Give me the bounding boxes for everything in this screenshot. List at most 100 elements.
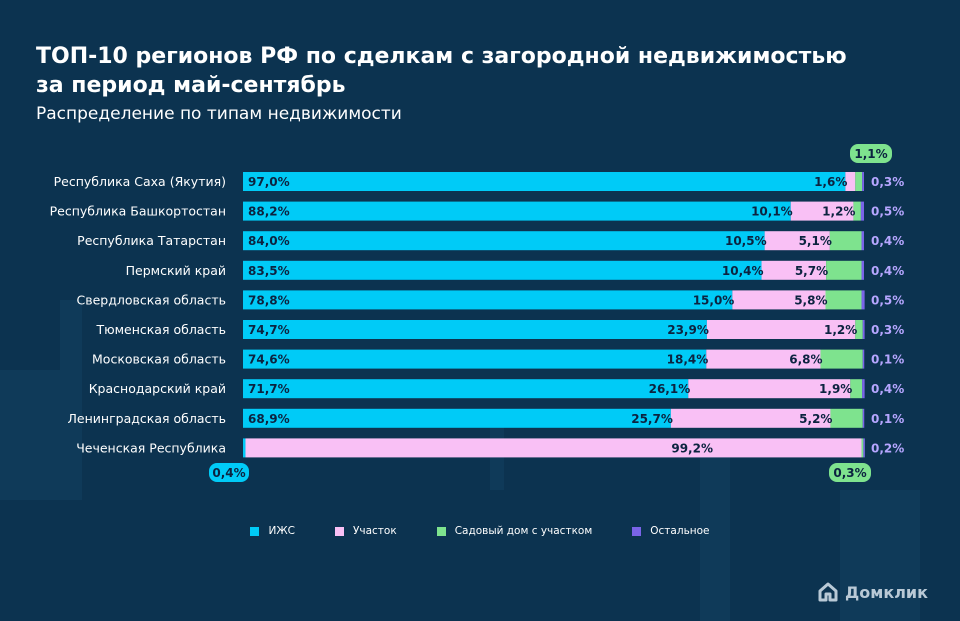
bar-segment <box>861 290 865 310</box>
bar-segment <box>855 320 863 339</box>
category-label: Чеченская Республика <box>76 440 226 455</box>
data-label: 5,7% <box>795 264 828 278</box>
chart-title: ТОП-10 регионов РФ по сделкам с загородн… <box>36 42 936 100</box>
bar-segment <box>243 320 707 339</box>
bar-segment <box>830 408 863 428</box>
bar-segment <box>243 260 762 280</box>
brand-logo: Домклик <box>817 581 928 603</box>
background-decoration <box>840 490 920 621</box>
data-label: 0,3% <box>871 323 904 337</box>
brand-name: Домклик <box>845 582 928 602</box>
bar-segment <box>243 408 671 428</box>
data-label: 0,5% <box>871 205 904 219</box>
legend-item: ИЖС <box>250 525 295 537</box>
legend-label: Участок <box>352 525 397 537</box>
data-label: 0,1% <box>871 353 904 367</box>
data-label: 0,3% <box>833 466 866 480</box>
legend-swatch <box>632 526 642 536</box>
category-label: Московская область <box>92 352 226 367</box>
bar-segment <box>850 379 863 399</box>
legend-label: ИЖС <box>268 525 295 537</box>
data-label-pill <box>209 463 249 482</box>
data-label: 25,7% <box>631 412 673 426</box>
data-label: 99,2% <box>671 441 713 455</box>
data-label: 10,4% <box>722 264 764 278</box>
bar-segment <box>243 231 765 251</box>
bar-segment <box>761 260 827 280</box>
bar-segment <box>764 231 830 251</box>
bar-segment <box>243 438 246 458</box>
data-label: 0,4% <box>212 466 245 480</box>
data-label: 23,9% <box>667 323 709 337</box>
bar-segment <box>860 201 864 221</box>
data-label: 1,1% <box>854 147 887 161</box>
category-label: Республика Татарстан <box>77 233 226 248</box>
background-decoration <box>0 370 60 500</box>
bar-segment <box>732 290 826 310</box>
bar-segment <box>243 349 707 369</box>
data-label: 0,3% <box>871 175 904 189</box>
data-label: 71,7% <box>248 382 290 396</box>
title-line-1: ТОП-10 регионов РФ по сделкам с загородн… <box>36 44 847 69</box>
legend-label: Остальное <box>650 525 710 537</box>
data-label: 84,0% <box>248 234 290 248</box>
bar-segment <box>706 349 821 369</box>
data-label: 5,2% <box>799 412 832 426</box>
data-label-pill <box>850 144 892 163</box>
bar-segment <box>861 438 864 458</box>
data-label: 10,1% <box>751 205 793 219</box>
data-label: 74,6% <box>248 353 290 367</box>
bar-segment <box>243 172 846 191</box>
data-label: 0,4% <box>871 264 904 278</box>
bar-segment <box>245 438 862 458</box>
bar-segment <box>853 201 861 221</box>
bar-segment <box>826 260 862 280</box>
legend-label: Садовый дом с участком <box>454 525 593 537</box>
category-label: Ленинградская область <box>68 411 226 426</box>
legend-swatch <box>436 526 446 536</box>
bar-segment <box>845 172 856 191</box>
data-label: 0,4% <box>871 382 904 396</box>
legend-swatch <box>250 526 260 536</box>
bar-segment <box>706 320 856 339</box>
data-label: 26,1% <box>649 382 691 396</box>
bar-segment <box>688 379 851 399</box>
category-label: Свердловская область <box>77 292 226 307</box>
data-label: 6,8% <box>789 353 822 367</box>
data-label-pill <box>829 463 871 482</box>
data-label: 1,9% <box>819 382 852 396</box>
data-label: 0,2% <box>871 441 904 455</box>
bar-segment <box>863 438 865 458</box>
data-label: 1,2% <box>824 323 857 337</box>
bar-segment <box>829 231 862 251</box>
bar-segment <box>243 290 733 310</box>
data-label: 15,0% <box>693 293 735 307</box>
legend-item: Садовый дом с участком <box>436 525 593 537</box>
category-label: Пермский край <box>126 263 226 278</box>
legend-swatch <box>334 526 344 536</box>
bar-segment <box>862 172 864 191</box>
bar-segment <box>243 201 791 221</box>
data-label: 1,6% <box>814 175 847 189</box>
data-label: 0,5% <box>871 293 904 307</box>
data-label: 83,5% <box>248 264 290 278</box>
bar-segment <box>243 379 689 399</box>
category-label: Краснодарский край <box>89 381 226 396</box>
bar-segment <box>862 349 865 369</box>
bar-segment <box>862 379 865 399</box>
data-label: 74,7% <box>248 323 290 337</box>
background-decoration <box>60 300 82 500</box>
legend-item: Остальное <box>632 525 710 537</box>
bar-segment <box>861 260 864 280</box>
bar-segment <box>861 231 864 251</box>
data-label: 18,4% <box>667 353 709 367</box>
house-logo-icon <box>818 582 838 602</box>
data-label: 78,8% <box>248 293 290 307</box>
data-label: 97,0% <box>248 175 290 189</box>
data-label: 5,8% <box>794 293 827 307</box>
data-label: 0,1% <box>871 412 904 426</box>
bar-segment <box>855 172 863 191</box>
legend-item: Участок <box>334 525 397 537</box>
bar-segment <box>790 201 854 221</box>
